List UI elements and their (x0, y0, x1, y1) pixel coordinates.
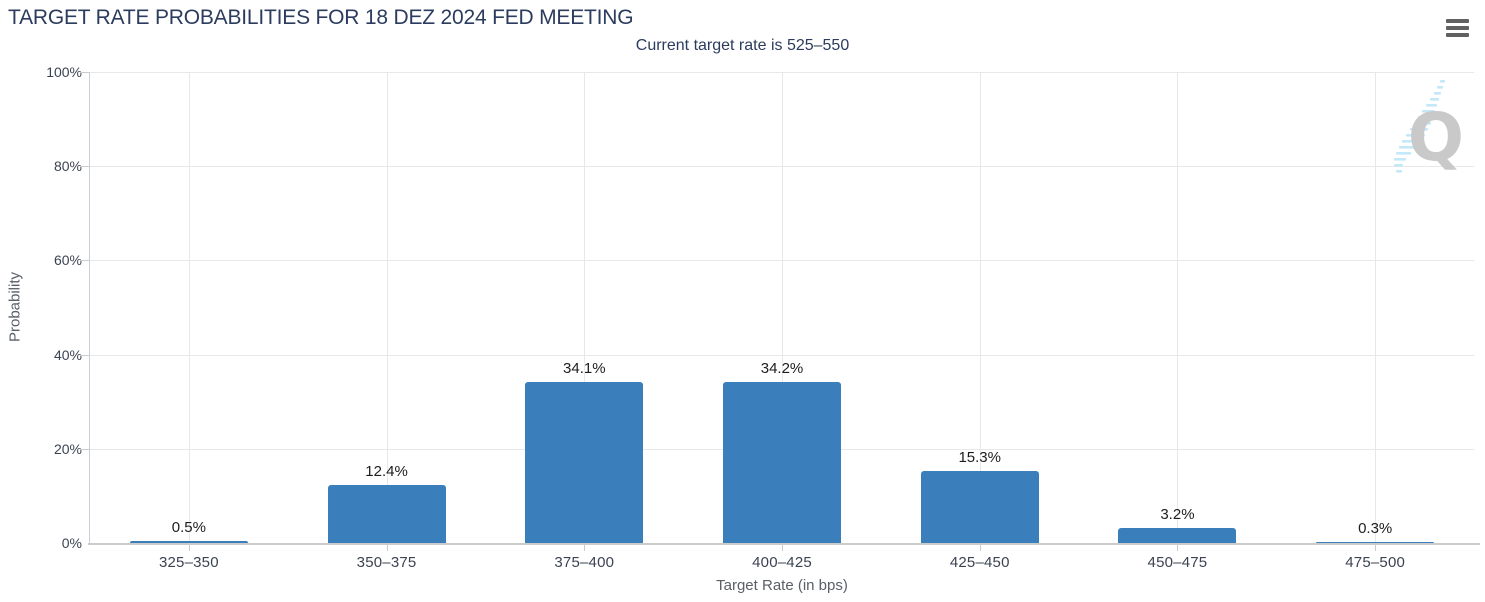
gridline (1177, 72, 1179, 543)
y-axis-line (89, 72, 90, 544)
hamburger-menu-icon (1446, 19, 1469, 23)
category-column: 3.2% 450–475 (1079, 72, 1277, 571)
gridline (386, 72, 388, 543)
x-category-label: 350–375 (356, 554, 417, 571)
x-tick-mark (386, 545, 388, 551)
x-tick-mark (1177, 545, 1179, 551)
chart-title: TARGET RATE PROBABILITIES FOR 18 DEZ 202… (8, 6, 634, 29)
data-label: 34.2% (760, 359, 804, 377)
category-column: 0.5% 325–350 (90, 72, 288, 571)
watermark-dashes-icon (1394, 80, 1445, 173)
category-column: 12.4% 350–375 (288, 72, 486, 571)
chart-context-menu-button[interactable] (1445, 16, 1471, 40)
x-category-label: 400–425 (752, 554, 812, 571)
category-column: 0.3% 475–500 (1276, 72, 1474, 571)
bar-columns: 0.5% 325–350 12.4% 350–375 34.1% 375–400 34.2%… (90, 72, 1474, 571)
y-tick-label: 80% (53, 158, 82, 175)
probability-bar-400–425[interactable] (723, 381, 842, 543)
hamburger-menu-icon (1446, 26, 1469, 30)
gridline (90, 260, 1474, 262)
probability-bar-350–375[interactable] (327, 484, 446, 543)
y-tick-label: 0% (61, 535, 82, 551)
x-axis-line (88, 543, 1480, 545)
category-column: 15.3% 425–450 (881, 72, 1079, 571)
data-label: 0.3% (1358, 519, 1393, 537)
y-tick-label: 40% (53, 346, 82, 363)
category-column: 34.1% 375–400 (485, 72, 683, 571)
x-category-label: 475–500 (1345, 554, 1406, 571)
gridline (584, 72, 586, 543)
gridline (188, 72, 190, 543)
gridline (979, 72, 981, 543)
data-label: 0.5% (171, 518, 206, 536)
x-tick-mark (979, 545, 981, 551)
x-category-label: 375–400 (554, 554, 615, 571)
plot-area: 0.5% 325–350 12.4% 350–375 34.1% 375–400 34.2%… (90, 72, 1474, 571)
y-tick-label: 20% (53, 440, 82, 457)
gridline (90, 72, 1474, 73)
data-label: 34.1% (563, 360, 606, 378)
x-axis-title: Target Rate (in bps) (716, 577, 848, 594)
x-tick-mark (584, 545, 586, 551)
chart-subtitle: Current target rate is 525–550 (635, 37, 850, 54)
gridline (90, 354, 1474, 356)
data-label: 12.4% (365, 462, 408, 480)
watermark-q-letter: Q (1408, 99, 1464, 176)
x-category-label: 325–350 (158, 554, 219, 571)
x-category-label: 450–475 (1147, 554, 1208, 571)
data-label: 3.2% (1160, 505, 1195, 523)
y-tick-label: 100% (46, 64, 82, 80)
y-tick-mark (80, 354, 89, 356)
data-label: 15.3% (958, 448, 1001, 466)
x-tick-mark (1375, 545, 1377, 551)
gridline (782, 72, 784, 543)
gridline (1375, 72, 1377, 543)
watermark-logo: Q (1394, 80, 1464, 176)
hamburger-menu-icon (1446, 33, 1469, 37)
probability-bar-325–350[interactable] (129, 540, 248, 543)
y-tick-mark (80, 260, 89, 262)
probability-bar-425–450[interactable] (920, 470, 1039, 543)
y-tick-mark (80, 166, 89, 168)
probability-bar-450–475[interactable] (1118, 527, 1237, 543)
gridline (90, 166, 1474, 168)
probability-bar-375–400[interactable] (525, 382, 644, 543)
x-category-label: 425–450 (949, 554, 1010, 571)
probability-bar-475–500[interactable] (1316, 541, 1435, 543)
x-tick-mark (782, 545, 784, 551)
y-tick-mark (80, 448, 89, 450)
y-tick-label: 60% (53, 252, 82, 269)
x-tick-mark (188, 545, 190, 551)
category-column: 34.2% 400–425 (683, 72, 881, 571)
y-tick-mark (80, 72, 89, 73)
y-axis-title: Probability (6, 271, 24, 343)
